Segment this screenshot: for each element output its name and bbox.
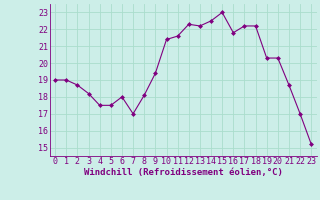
X-axis label: Windchill (Refroidissement éolien,°C): Windchill (Refroidissement éolien,°C) — [84, 168, 283, 177]
